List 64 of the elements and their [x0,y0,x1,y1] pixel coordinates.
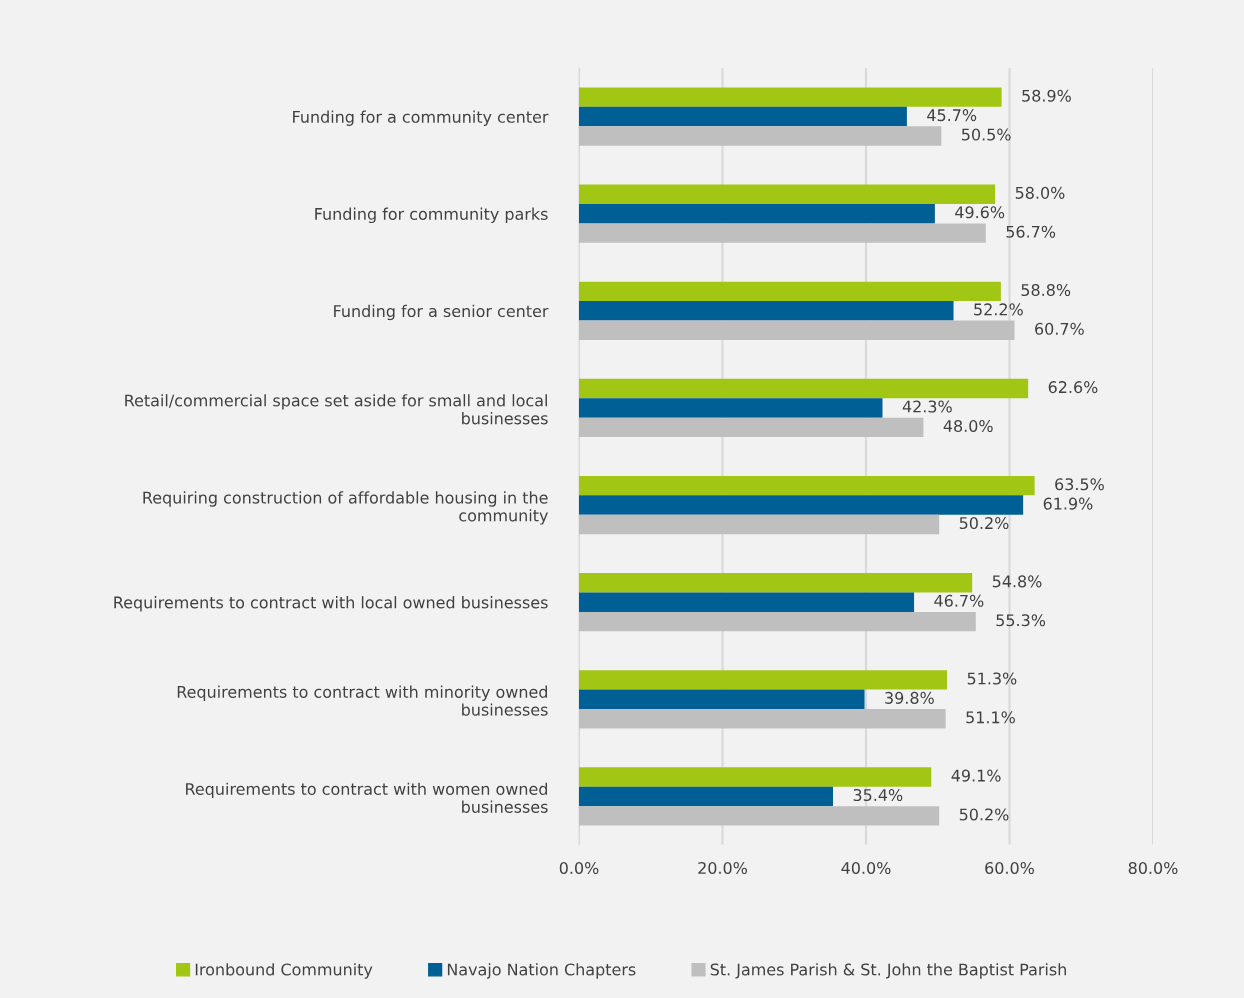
data-label: 45.7% [927,109,977,122]
bar [579,495,1024,515]
data-label: 51.3% [967,672,1017,685]
data-label: 56.7% [1006,225,1056,238]
bar [579,281,1001,302]
bar [579,398,883,418]
bar [579,611,976,632]
data-label: 46.7% [934,594,984,607]
bar [579,514,940,535]
data-label: 50.2% [959,808,1009,821]
bar [579,106,907,127]
y-tick-label: Requiring construction of affordable housing in the community [143,491,548,525]
data-label: 60.7% [1035,322,1084,335]
data-label: 54.8% [992,575,1042,588]
x-tick-label: 20.0% [698,861,747,875]
data-label: 50.2% [959,517,1009,530]
data-label: 62.6% [1048,381,1098,394]
bar [579,320,1015,340]
data-label: 50.5% [962,128,1011,141]
data-label: 49.1% [951,769,1001,782]
data-label: 52.2% [974,303,1023,316]
data-label: 58.0% [1015,186,1065,199]
data-label: 42.3% [902,400,952,413]
bar [579,126,942,146]
data-label: 55.3% [996,614,1046,627]
data-label: 58.9% [1022,89,1071,102]
bar [579,786,833,807]
bar [579,475,1035,496]
legend-label: Ironbound Community [195,963,373,979]
x-tick-label: 40.0% [841,861,891,875]
bar [579,767,932,787]
bar [579,670,948,690]
data-label: 49.6% [955,206,1005,219]
x-tick-label: 0.0% [559,861,599,875]
bar [579,87,1002,107]
data-label: 35.4% [853,788,903,802]
data-label: 63.5% [1055,478,1104,491]
bar [579,689,865,710]
data-label: 58.8% [1021,283,1071,297]
y-tick-label: Funding for community parks [315,207,548,224]
data-label: 39.8% [885,691,934,704]
y-tick-label: Requirements to contract with minority owned businesses [177,685,548,716]
y-tick-label: Funding for a senior center [334,304,549,321]
y-tick-label: Retail/commercial space set aside for small and local businesses [125,394,548,425]
legend-label: St. James Parish & St. John the Baptist Parish [710,963,1066,979]
bar [579,709,946,729]
data-label: 48.0% [943,419,993,432]
bar [579,184,996,204]
y-tick-label: Requirements to contract with women owned businesses [186,782,548,813]
bar [579,223,986,243]
x-tick-label: 80.0% [1128,861,1178,875]
y-tick-label: Requirements to contract with local owned businesses [114,596,548,612]
legend-label: Navajo Nation Chapters [447,963,636,979]
data-label: 51.1% [966,711,1015,724]
y-tick-label: Funding for a community center [293,110,549,126]
bar [579,203,935,224]
data-label: 61.9% [1043,497,1093,510]
bar [579,806,940,826]
bar [579,301,954,321]
bar [579,417,924,438]
bar [579,378,1029,399]
x-tick-label: 60.0% [985,861,1034,875]
bar [579,573,973,593]
bar [579,592,915,612]
